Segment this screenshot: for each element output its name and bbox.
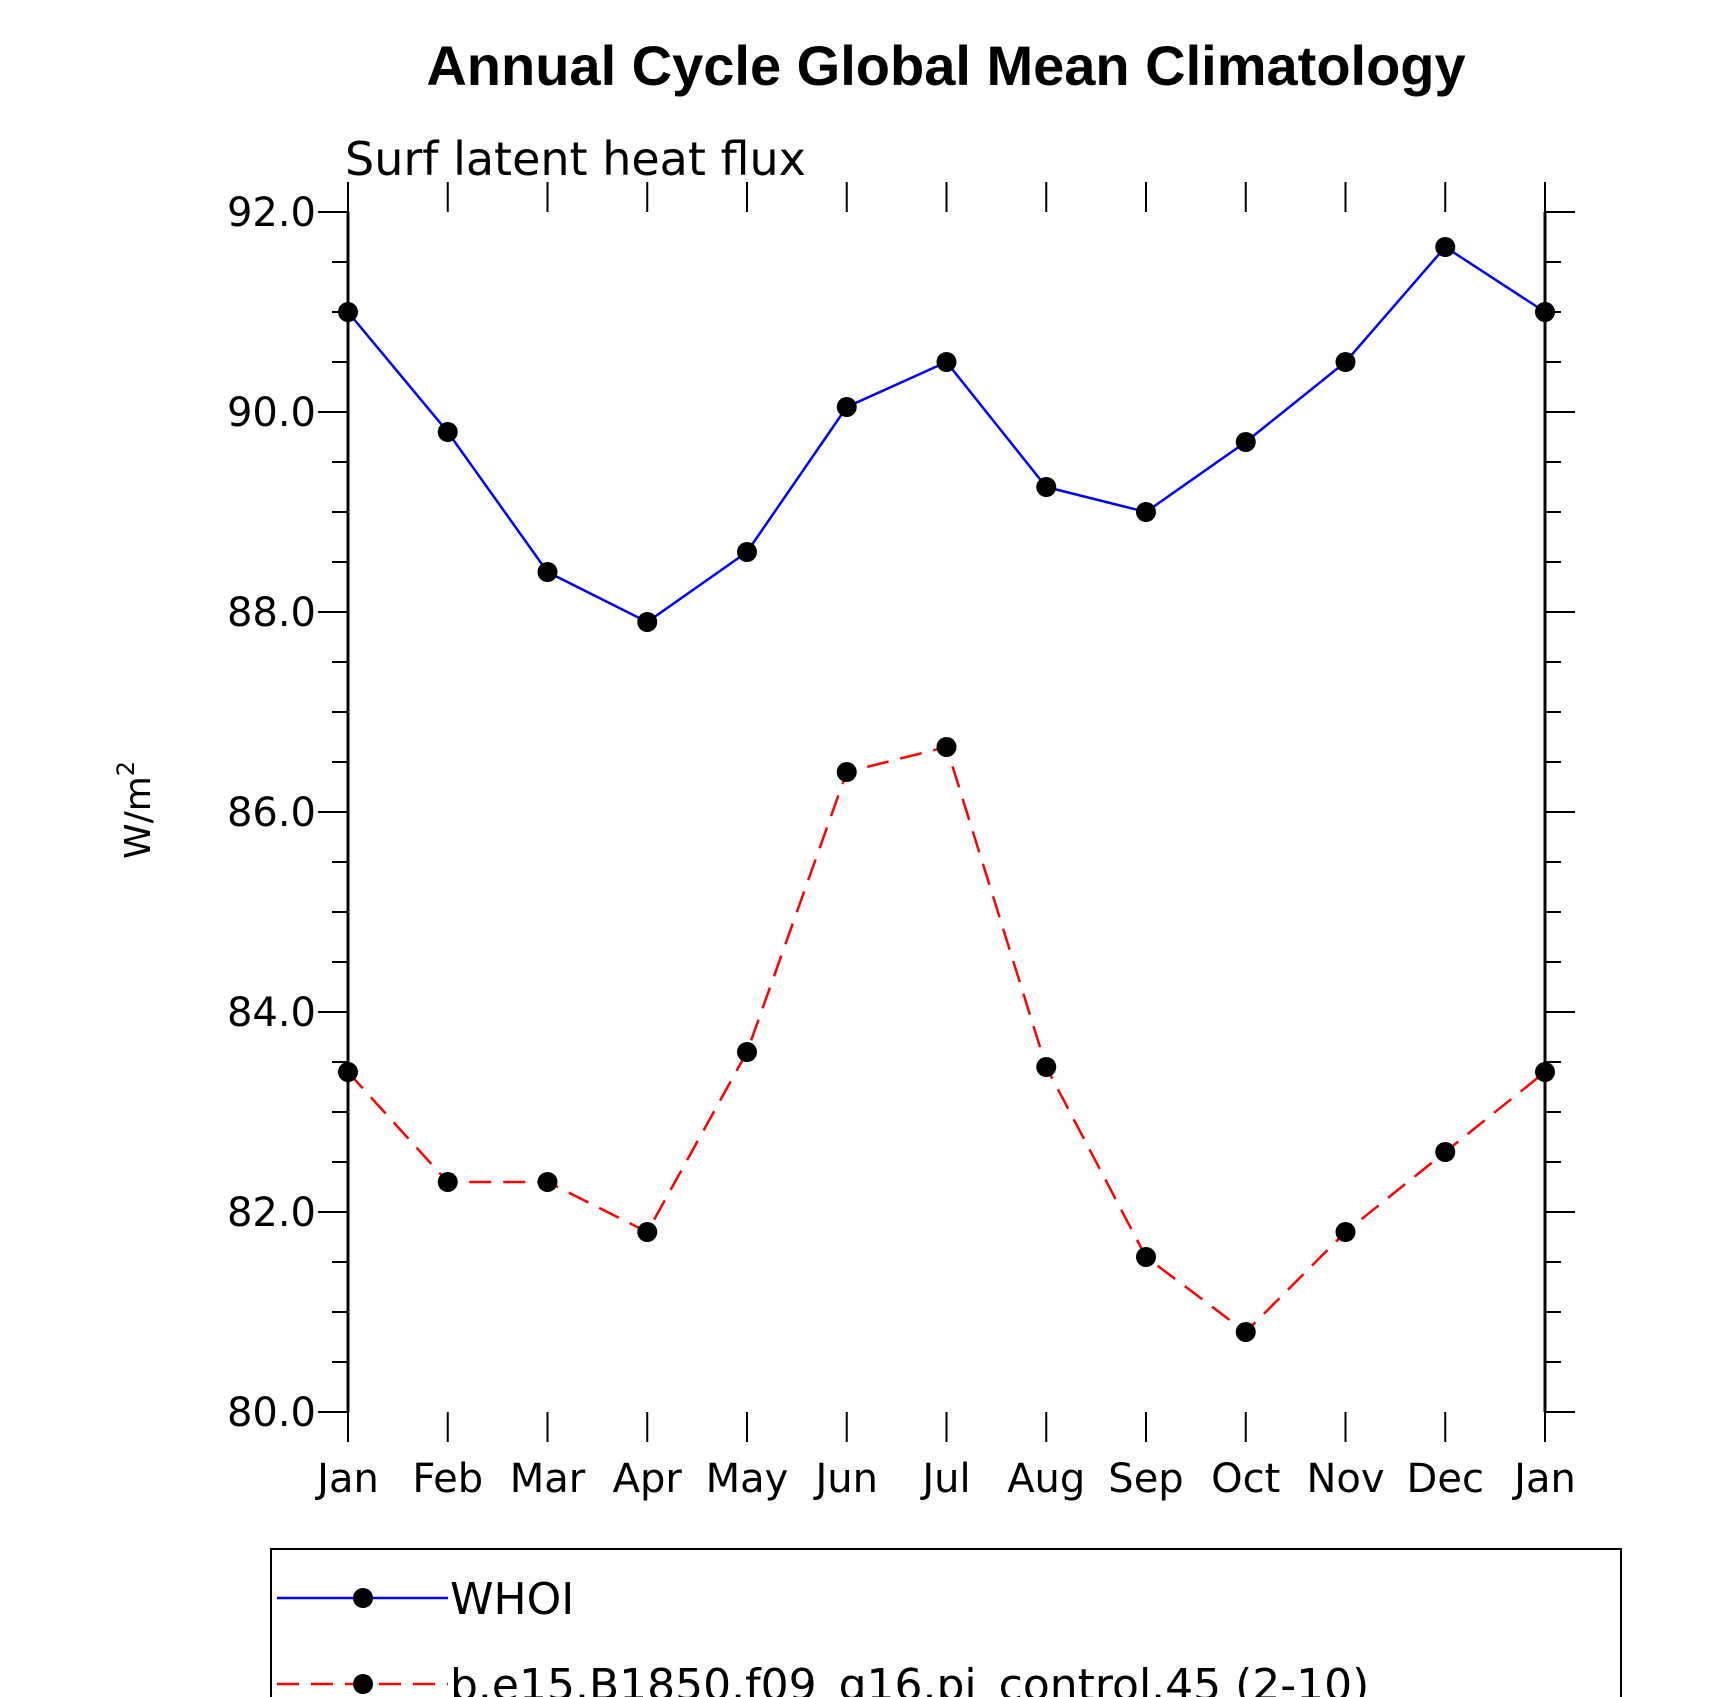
data-point	[737, 542, 757, 562]
data-point	[1335, 1222, 1356, 1242]
data-point	[836, 762, 857, 782]
data-point	[537, 1172, 558, 1192]
data-point	[1136, 502, 1156, 522]
legend: WHOI b.e15.B1850.f09_g16.pi_control.45 (2…	[270, 1548, 1622, 1697]
series-line	[347, 745, 1546, 1334]
data-point	[537, 562, 558, 582]
plot-axes: 80.0 82.0 84.0 86.0 88.0 90.0 92.0 Jan Feb Mar Apr…	[227, 182, 1576, 1502]
y-tick-label: 82.0	[227, 1190, 316, 1236]
data-point	[1235, 432, 1256, 452]
y-tick-label: 88.0	[227, 590, 316, 636]
data-point	[1136, 1247, 1156, 1267]
x-tick-label: Jul	[919, 1456, 970, 1502]
chart-title: Annual Cycle Global Mean Climatology	[426, 34, 1465, 97]
data-point	[338, 1062, 358, 1082]
data-point	[936, 352, 957, 372]
legend-item-0: WHOI	[277, 1574, 574, 1625]
data-point	[1435, 237, 1456, 257]
data-point	[1535, 302, 1555, 322]
data-point	[637, 1222, 658, 1242]
x-tick-label: Nov	[1306, 1456, 1384, 1502]
x-tick-label: Apr	[613, 1456, 683, 1502]
x-tick-label: May	[706, 1456, 789, 1502]
x-tick-label: Jun	[813, 1456, 879, 1502]
data-point	[836, 397, 857, 417]
legend-label: b.e15.B1850.f09_g16.pi_control.45 (2-10)	[450, 1660, 1369, 1697]
x-tick-label: Oct	[1211, 1456, 1280, 1502]
data-point	[737, 1042, 757, 1062]
data-point	[437, 1172, 458, 1192]
y-tick-label: 80.0	[227, 1390, 316, 1436]
data-point	[1036, 1057, 1057, 1077]
x-tick-label: Dec	[1407, 1456, 1484, 1502]
legend-marker	[353, 1674, 373, 1694]
x-tick-label: Mar	[510, 1456, 586, 1502]
data-point	[338, 302, 358, 322]
data-point	[1435, 1142, 1456, 1162]
data-point	[1335, 352, 1356, 372]
x-tick-label: Jan	[1511, 1456, 1576, 1502]
series-1	[338, 737, 1555, 1342]
data-point	[1535, 1062, 1555, 1082]
series-line	[347, 245, 1546, 624]
y-tick-label: 84.0	[227, 990, 316, 1036]
data-point	[936, 737, 957, 757]
x-tick-label: Jan	[314, 1456, 379, 1502]
x-tick-label: Feb	[412, 1456, 483, 1502]
legend-item-1: b.e15.B1850.f09_g16.pi_control.45 (2-10)	[277, 1660, 1369, 1697]
y-tick-label: 90.0	[227, 390, 316, 436]
series-layer	[338, 237, 1555, 1342]
y-axis-label: W/m2	[112, 761, 159, 859]
data-point	[437, 422, 458, 442]
chart-subtitle: Surf latent heat flux	[345, 132, 806, 186]
data-point	[1235, 1322, 1256, 1342]
y-tick-label: 86.0	[227, 790, 316, 836]
legend-marker	[353, 1588, 373, 1608]
x-tick-label: Sep	[1108, 1456, 1183, 1502]
svg-text:W/m2: W/m2	[112, 761, 159, 859]
y-axis-label-text: W/m	[118, 776, 159, 859]
legend-label: WHOI	[450, 1574, 574, 1625]
data-point	[1036, 477, 1057, 497]
x-tick-label: Aug	[1007, 1456, 1085, 1502]
legend-box	[270, 1548, 1622, 1697]
y-tick-label: 92.0	[227, 190, 316, 236]
series-0	[338, 237, 1555, 632]
y-axis-label-superscript: 2	[112, 761, 140, 776]
data-point	[637, 612, 658, 632]
